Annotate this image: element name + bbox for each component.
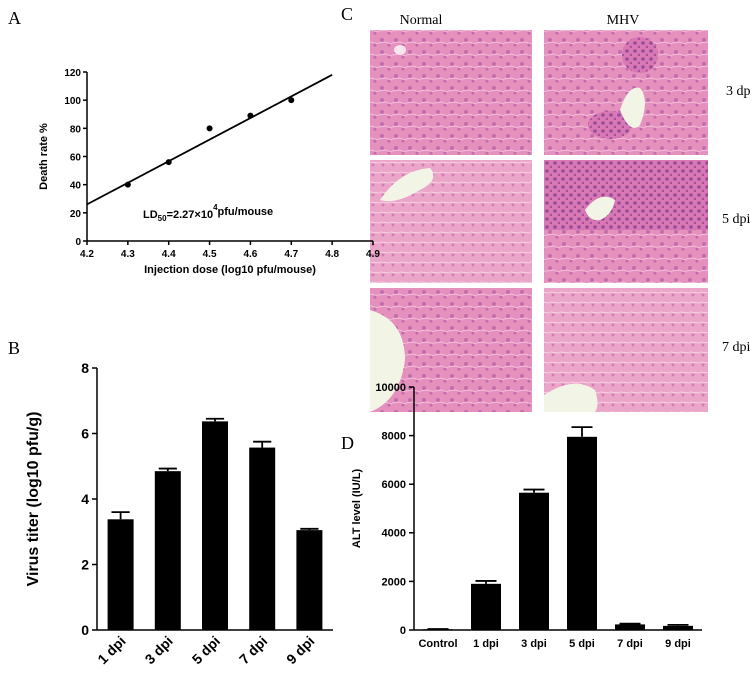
x-tick-label: Control (418, 638, 457, 650)
y-tick-label: 120 (64, 68, 81, 79)
x-tick-label: 3 dpi (142, 633, 176, 667)
row-label: 3 dpi (726, 84, 751, 99)
bar (567, 436, 597, 630)
column-label: MHV (607, 13, 640, 28)
y-tick-label: 20 (70, 209, 82, 220)
x-tick-label: 4.8 (325, 249, 339, 260)
y-axis-label: ALT level (IU/L) (351, 469, 363, 549)
infiltrate (622, 37, 658, 73)
error-bar (571, 426, 593, 437)
y-tick-label: 4 (81, 491, 89, 507)
x-tick-label: 5 dpi (189, 633, 223, 667)
error-bar (300, 527, 319, 531)
y-tick-label: 100 (64, 96, 81, 107)
error-bar (158, 467, 177, 472)
y-tick-label: 0 (75, 237, 81, 248)
error-bar (111, 511, 130, 520)
vessel-lumen (585, 196, 615, 221)
annotation-part: LD (143, 209, 158, 221)
bar (471, 583, 501, 630)
vessel-lumen (380, 168, 434, 202)
annotation-part: 4 (213, 203, 218, 212)
error-bar (475, 580, 497, 584)
bar (107, 519, 134, 630)
x-tick-label: 4.4 (162, 249, 176, 260)
bar (154, 471, 181, 630)
y-tick-label: 6000 (382, 479, 406, 491)
y-tick-label: 0 (81, 622, 89, 638)
x-tick-label: 1 dpi (94, 633, 128, 667)
y-axis-label: Virus titer (log10 pfu/g) (25, 412, 42, 587)
x-tick-label: 1 dpi (473, 638, 499, 650)
y-tick-label: 80 (70, 124, 82, 135)
x-tick-label: 7 dpi (617, 638, 643, 650)
panel-letter: C (341, 4, 353, 24)
error-bar (205, 417, 225, 422)
data-point (165, 159, 172, 166)
y-tick-label: 10000 (375, 382, 406, 394)
x-tick-label: 3 dpi (521, 638, 547, 650)
vessel-lumen (370, 310, 405, 412)
row-label: 7 dpi (722, 340, 751, 355)
y-tick-label: 2000 (382, 576, 406, 588)
annotation-part: pfu/mouse (218, 206, 274, 218)
error-bar (523, 488, 545, 493)
fit-line (86, 74, 333, 206)
y-tick-label: 0 (400, 625, 406, 637)
vessel-lumen (620, 87, 645, 128)
bar (249, 447, 276, 630)
data-point (124, 181, 131, 188)
y-tick-label: 4000 (382, 528, 406, 540)
error-bar (619, 622, 641, 625)
annotation-part: =2.27×10 (167, 209, 214, 221)
bar (519, 492, 549, 630)
infiltrate (588, 111, 632, 139)
error-bar (667, 623, 689, 626)
bar (615, 624, 645, 630)
histology-image (544, 230, 708, 283)
column-label: Normal (400, 13, 443, 28)
data-point (247, 112, 254, 119)
y-tick-label: 6 (81, 425, 89, 441)
y-tick-label: 40 (70, 181, 82, 192)
bar (663, 625, 693, 630)
y-axis-label: Death rate % (38, 123, 50, 190)
y-tick-label: 60 (70, 153, 82, 164)
x-axis-label: Injection dose (log10 pfu/mouse) (144, 264, 316, 276)
x-tick-label: 9 dpi (283, 633, 317, 667)
bar (202, 421, 228, 630)
x-tick-label: 9 dpi (665, 638, 691, 650)
x-tick-label: 4.6 (243, 249, 257, 260)
x-tick-label: 4.5 (203, 249, 217, 260)
annotation-part: 50 (158, 214, 167, 223)
vessel-lumen (394, 45, 406, 55)
x-tick-label: 4.3 (121, 249, 135, 260)
panel-letter: B (8, 338, 20, 358)
x-tick-label: 4.2 (80, 249, 94, 260)
x-tick-label: 7 dpi (236, 633, 270, 667)
panel-letter: D (341, 433, 354, 453)
x-tick-label: 5 dpi (569, 638, 595, 650)
row-label: 5 dpi (722, 212, 751, 227)
y-tick-label: 2 (81, 556, 89, 572)
vessel-lumen (544, 383, 598, 412)
data-point (288, 97, 295, 104)
histology-image (370, 160, 532, 283)
data-point (206, 125, 213, 132)
panel-letter: A (8, 8, 21, 28)
annotation: LD50=2.27×104pfu/mouse (143, 203, 273, 223)
histology-panel: C Normal MHV 3 dpi 5 dpi 7 dpi (341, 4, 751, 412)
x-tick-label: 4.9 (366, 249, 380, 260)
bar (296, 530, 323, 630)
y-tick-label: 8000 (382, 430, 406, 442)
x-tick-label: 4.7 (284, 249, 298, 260)
error-bar (253, 440, 272, 448)
y-tick-label: 8 (81, 360, 89, 376)
